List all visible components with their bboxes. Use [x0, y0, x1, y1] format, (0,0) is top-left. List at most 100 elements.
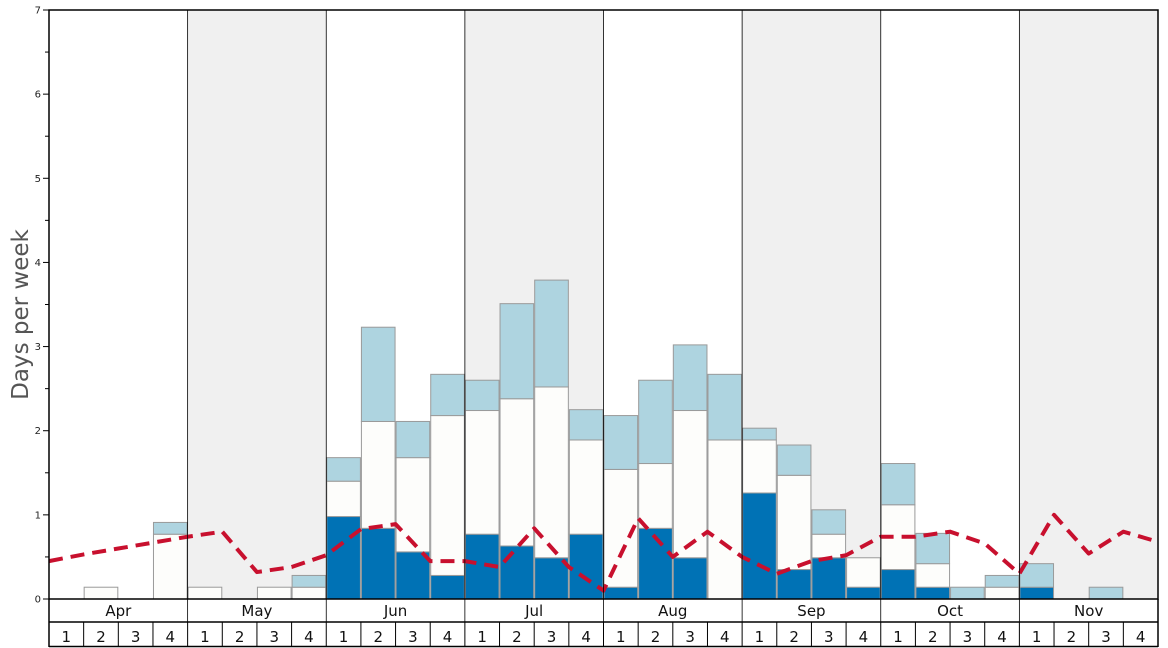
- month-label-nov: Nov: [1074, 602, 1103, 620]
- bar-light-blue-nov-week-3: [1088, 586, 1124, 600]
- bar-white-aug-week-3: [672, 410, 708, 559]
- bar-light-blue-aug-week-1: [603, 415, 639, 470]
- week-label: 3: [963, 628, 973, 646]
- bar-white-may-week-3: [256, 586, 292, 600]
- week-label: 1: [616, 628, 626, 646]
- bar-white-sep-week-2: [776, 474, 812, 571]
- bar-white-jun-week-2: [360, 420, 396, 529]
- week-label: 3: [1101, 628, 1111, 646]
- month-label-oct: Oct: [937, 602, 963, 620]
- bar-dark-blue-oct-week-2: [915, 586, 951, 600]
- bar-light-blue-jul-week-1: [464, 379, 500, 412]
- bar-white-aug-week-4: [707, 439, 743, 600]
- bar-white-jul-week-4: [568, 439, 604, 535]
- bar-dark-blue-jul-week-3: [534, 557, 569, 600]
- bar-white-jun-week-4: [430, 415, 465, 576]
- bar-light-blue-oct-week-3: [950, 586, 985, 600]
- bar-dark-blue-sep-week-3: [811, 557, 847, 600]
- week-label: 2: [373, 628, 383, 646]
- bar-white-apr-week-2: [83, 586, 119, 600]
- bar-dark-blue-jun-week-1: [326, 516, 361, 600]
- bar-white-oct-week-4: [984, 586, 1020, 600]
- bar-white-jun-week-1: [326, 480, 361, 518]
- week-label: 4: [304, 628, 314, 646]
- bar-light-blue-may-week-4: [291, 574, 327, 588]
- y-axis-title: Days per week: [8, 228, 34, 399]
- bar-light-blue-oct-week-2: [915, 532, 951, 565]
- bar-light-blue-jun-week-4: [430, 373, 465, 417]
- week-label: 1: [893, 628, 903, 646]
- bar-dark-blue-jul-week-2: [499, 545, 535, 600]
- week-label: 2: [96, 628, 106, 646]
- bar-white-aug-week-2: [638, 463, 673, 529]
- bar-dark-blue-sep-week-4: [846, 586, 881, 600]
- month-label-aug: Aug: [658, 602, 687, 620]
- week-label: 1: [339, 628, 349, 646]
- bar-white-oct-week-2: [915, 563, 951, 588]
- bar-dark-blue-sep-week-2: [776, 569, 812, 600]
- week-label: 2: [1067, 628, 1077, 646]
- week-label: 2: [928, 628, 938, 646]
- week-label: 2: [235, 628, 245, 646]
- bar-white-jul-week-3: [534, 386, 569, 559]
- bar-light-blue-oct-week-4: [984, 574, 1020, 588]
- bar-light-blue-sep-week-2: [776, 444, 812, 476]
- month-band-may: [187, 10, 327, 599]
- y-tick-label: 4: [35, 258, 41, 269]
- plot-frame: [48, 9, 1159, 600]
- bar-light-blue-apr-week-4: [152, 521, 188, 535]
- week-label: 1: [62, 628, 72, 646]
- bar-dark-blue-sep-week-1: [742, 492, 777, 600]
- week-label: 3: [824, 628, 834, 646]
- bar-dark-blue-jun-week-3: [395, 551, 431, 600]
- bar-dark-blue-jun-week-2: [360, 527, 396, 600]
- bar-white-apr-week-4: [152, 533, 188, 600]
- y-tick-label: 2: [35, 426, 41, 437]
- bar-white-may-week-4: [291, 586, 327, 600]
- week-label: 3: [408, 628, 418, 646]
- week-label: 4: [859, 628, 869, 646]
- week-label: 2: [651, 628, 661, 646]
- bar-light-blue-sep-week-3: [811, 509, 847, 535]
- week-label: 1: [1032, 628, 1042, 646]
- week-label: 4: [997, 628, 1007, 646]
- bar-light-blue-jun-week-1: [326, 457, 361, 482]
- month-label-jul: Jul: [524, 602, 543, 620]
- bar-light-blue-aug-week-4: [707, 373, 743, 441]
- bar-white-sep-week-1: [742, 439, 777, 494]
- month-label-sep: Sep: [797, 602, 825, 620]
- bar-light-blue-aug-week-3: [672, 344, 708, 412]
- month-label-may: May: [241, 602, 272, 620]
- y-tick-label: 3: [35, 342, 41, 353]
- week-label: 4: [581, 628, 591, 646]
- bar-dark-blue-aug-week-1: [603, 586, 639, 600]
- bar-light-blue-jul-week-3: [534, 279, 569, 388]
- week-label: 1: [477, 628, 487, 646]
- y-tick-label: 1: [35, 510, 41, 521]
- y-tick-label: 6: [35, 90, 41, 101]
- bar-white-sep-week-4: [846, 557, 881, 588]
- week-label: 3: [131, 628, 141, 646]
- bar-dark-blue-aug-week-3: [672, 557, 708, 600]
- bar-light-blue-nov-week-1: [1019, 563, 1055, 588]
- y-axis: 0 1 2 3 4 5 6 7: [35, 6, 49, 606]
- week-label: 1: [755, 628, 765, 646]
- week-label: 3: [547, 628, 557, 646]
- week-label: 3: [269, 628, 279, 646]
- bar-light-blue-oct-week-1: [880, 463, 916, 506]
- month-label-apr: Apr: [105, 602, 132, 620]
- bar-dark-blue-nov-week-1: [1019, 586, 1055, 600]
- bar-light-blue-jun-week-3: [395, 420, 431, 459]
- week-label: 4: [443, 628, 453, 646]
- x-axis: Apr May Jun Jul Aug Sep Oct Nov 1 2 3 4 1 2 3 4 1 2 3 4 1 2 3 4…: [48, 10, 1159, 648]
- month-label-jun: Jun: [383, 602, 407, 620]
- bar-light-blue-sep-week-1: [742, 427, 777, 441]
- week-label: 1: [200, 628, 210, 646]
- bar-light-blue-jul-week-4: [568, 409, 604, 441]
- bar-light-blue-jul-week-2: [499, 303, 535, 400]
- week-label: 4: [166, 628, 176, 646]
- week-label: 3: [685, 628, 695, 646]
- y-tick-label: 0: [35, 595, 41, 606]
- y-tick-label: 5: [35, 174, 41, 185]
